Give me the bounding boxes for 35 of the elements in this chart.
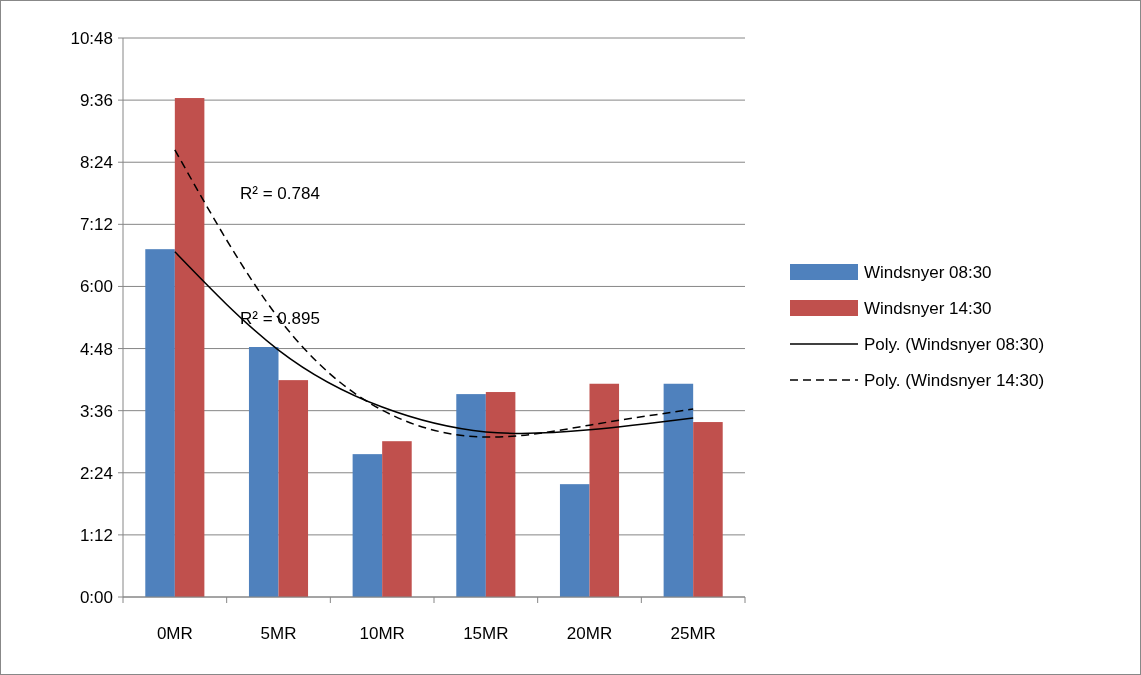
legend-label: Windsnyer 14:30	[864, 298, 992, 318]
bar	[663, 383, 694, 597]
bar	[278, 380, 309, 597]
annotation: R² = 0.895	[240, 308, 320, 328]
bar	[174, 98, 205, 597]
y-tick-label: 6:00	[79, 277, 113, 297]
y-tick-label: 0:00	[79, 587, 113, 607]
bar	[485, 392, 516, 597]
y-tick-label: 4:48	[79, 339, 113, 359]
bar	[589, 383, 620, 597]
y-tick-label: 3:36	[79, 401, 113, 421]
x-tick-label: 25MR	[670, 624, 716, 643]
x-tick-label: 10MR	[359, 624, 405, 643]
legend-label: Poly. (Windsnyer 14:30)	[864, 370, 1045, 390]
x-tick-label: 15MR	[463, 624, 509, 643]
annotation: R² = 0.784	[240, 183, 320, 203]
bar	[145, 249, 175, 597]
bar	[456, 394, 486, 597]
line-series	[174, 149, 694, 438]
bar	[248, 347, 279, 597]
bar	[382, 441, 412, 597]
x-tick-label: 20MR	[566, 624, 613, 643]
legend-label: Windsnyer 08:30	[864, 262, 992, 282]
bar	[693, 422, 723, 597]
y-tick-label: 1:12	[79, 525, 113, 545]
bar	[559, 484, 590, 597]
y-tick-label: 9:36	[79, 91, 113, 111]
y-tick-label: 10:48	[70, 28, 113, 48]
y-tick-label: 2:24	[79, 463, 113, 483]
x-tick-label: 0MR	[156, 624, 193, 643]
y-tick-label: 8:24	[79, 153, 113, 173]
bar	[352, 454, 383, 597]
y-tick-label: 7:12	[79, 215, 113, 235]
x-tick-label: 5MR	[260, 624, 297, 643]
legend-label: Poly. (Windsnyer 08:30)	[864, 334, 1045, 354]
